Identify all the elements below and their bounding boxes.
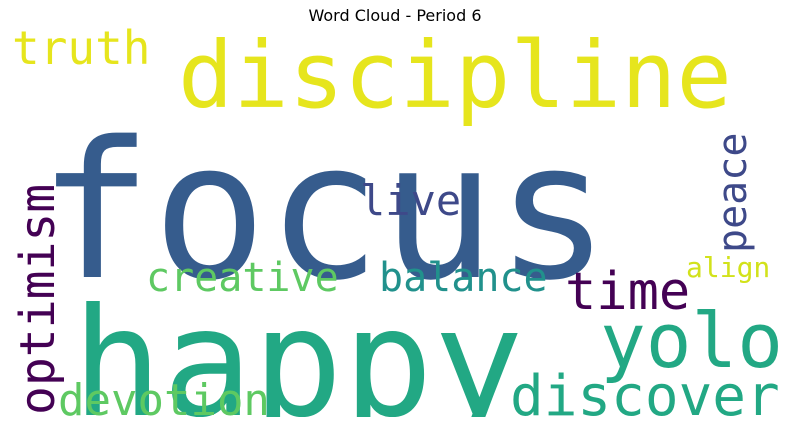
word-focus: focus	[38, 101, 610, 322]
word-happy: happy	[72, 277, 524, 417]
word-truth: truth	[12, 27, 150, 75]
word-optimism: optimism	[10, 184, 66, 415]
word-creative: creative	[146, 255, 339, 301]
word-devotion: devotion	[58, 375, 270, 417]
word-discover: discover	[510, 364, 780, 417]
word-time: time	[565, 262, 690, 322]
word-cloud: focus happy discipline truth peace optimism li…	[10, 27, 780, 417]
word-yolo: yolo	[600, 296, 780, 385]
chart-title: Word Cloud - Period 6	[308, 6, 482, 25]
word-peace: peace	[710, 133, 756, 253]
word-balance: balance	[379, 255, 548, 301]
word-discipline: discipline	[178, 27, 732, 129]
word-align: align	[686, 251, 770, 284]
word-live: live	[360, 176, 461, 225]
